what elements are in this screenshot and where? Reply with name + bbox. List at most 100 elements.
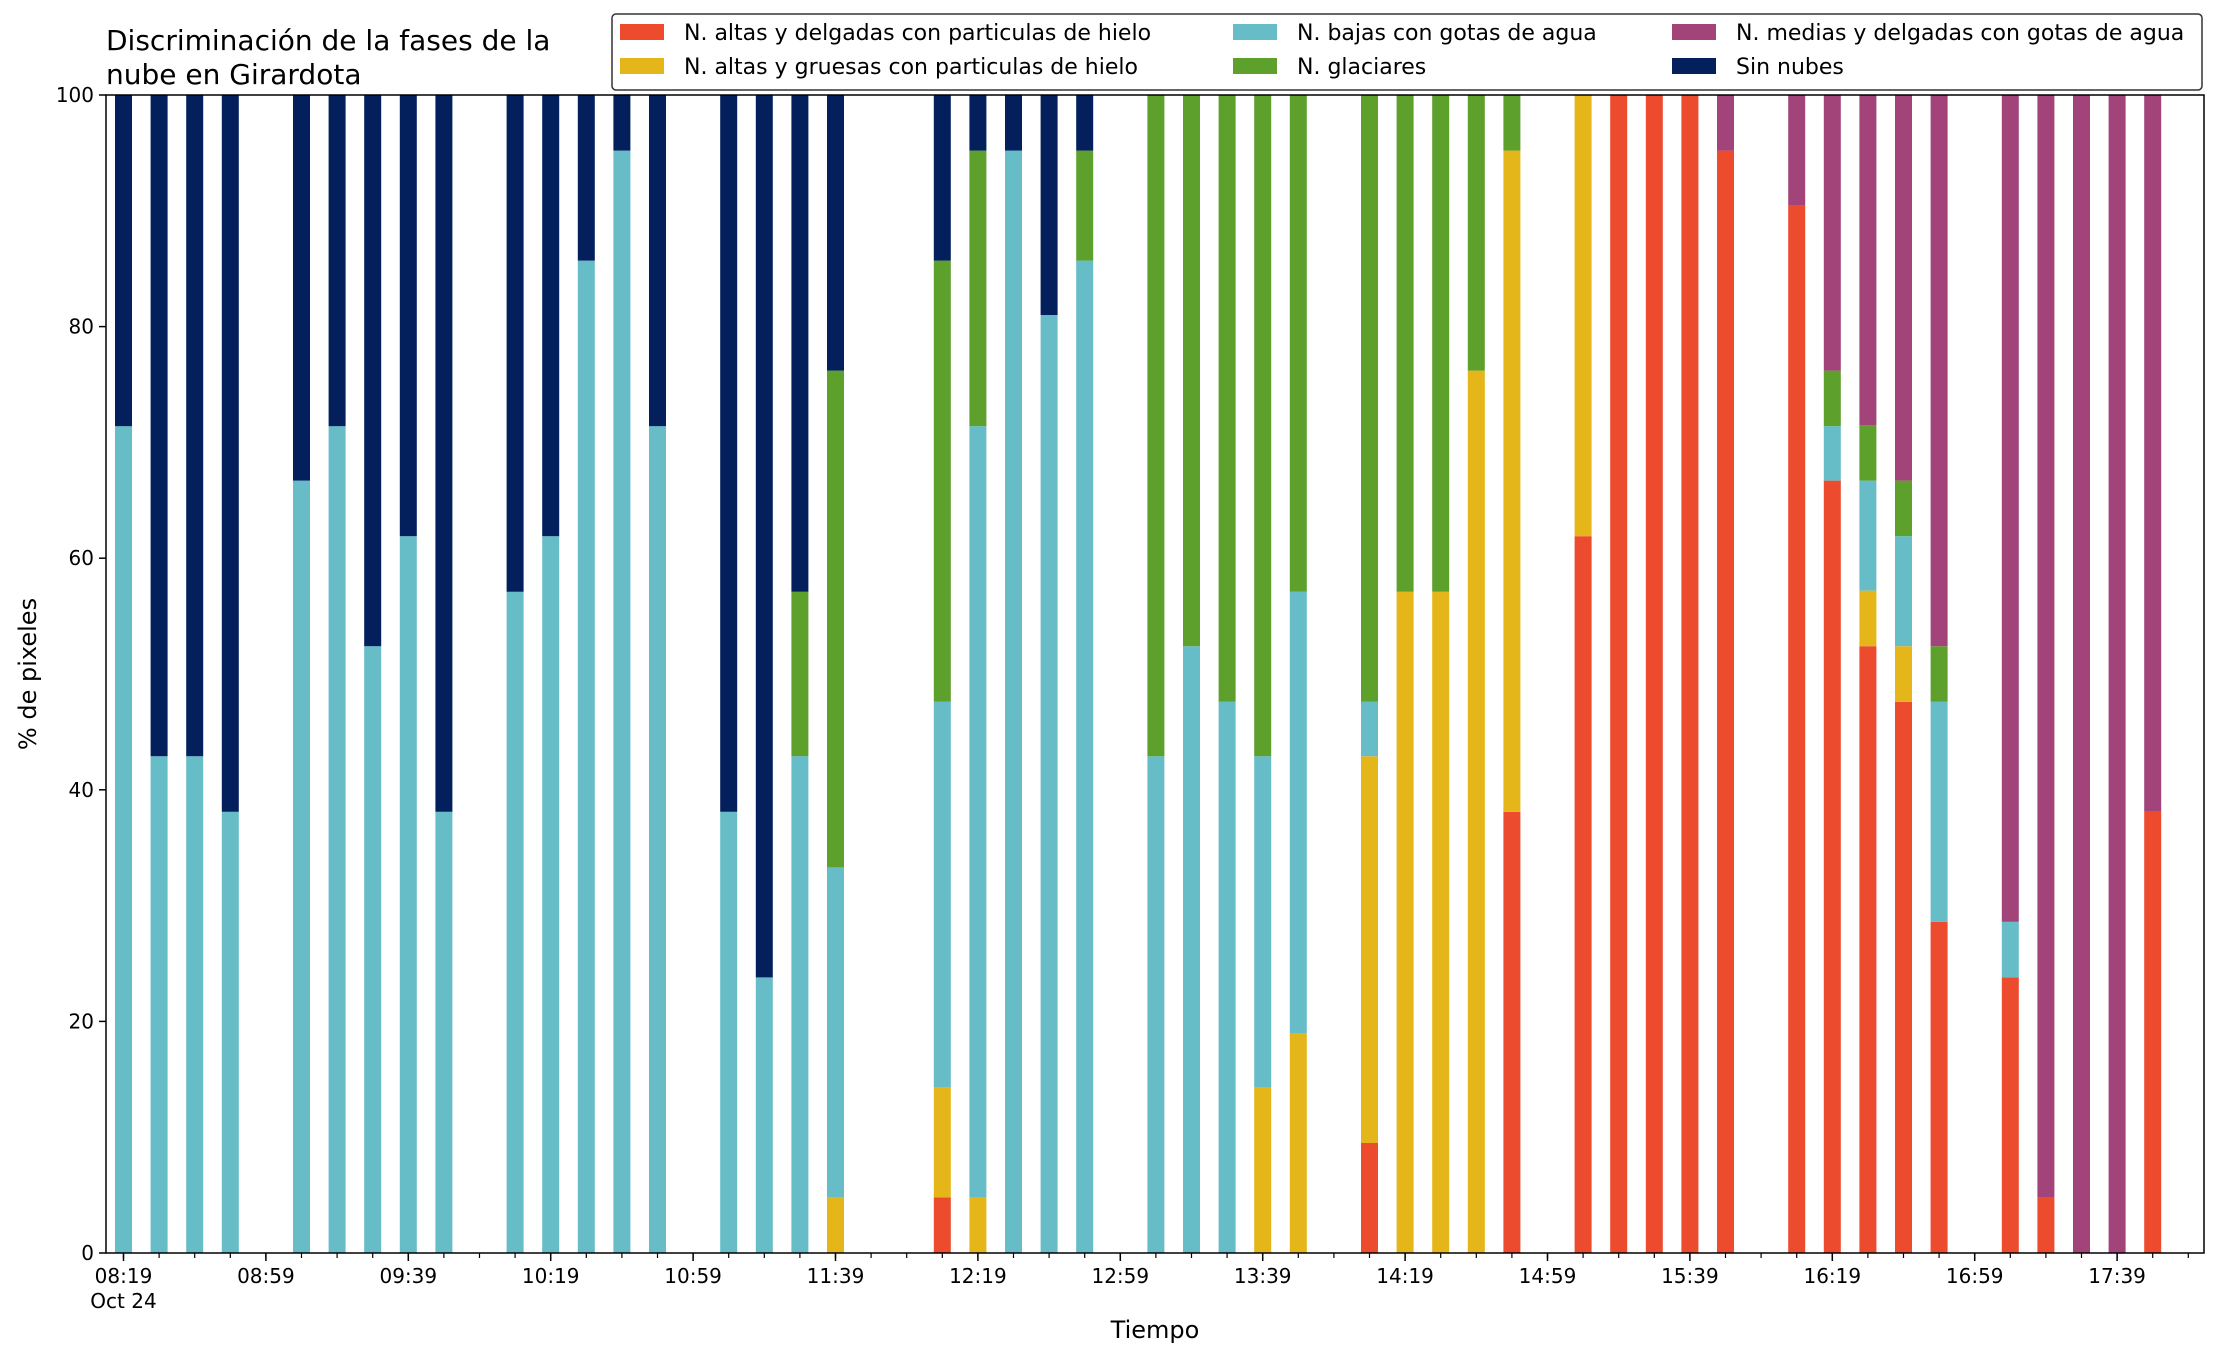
x-tick-label: 16:59 — [1946, 1264, 2004, 1288]
bar-segment — [2144, 811, 2162, 1253]
bar-segment — [293, 95, 310, 481]
bar-segment — [2144, 95, 2162, 812]
bar-segment — [969, 95, 987, 151]
bar-segment — [1823, 480, 1841, 1253]
bar-segment — [1076, 95, 1094, 151]
bar-segment — [933, 260, 951, 702]
x-tick-label: 12:19 — [949, 1264, 1007, 1288]
bar-segment — [1859, 480, 1877, 591]
bar-segment — [933, 95, 951, 261]
bar-segment — [1930, 95, 1948, 647]
bar-segment — [364, 646, 382, 1253]
bar-segment — [755, 95, 773, 978]
bar-segment — [1289, 591, 1307, 1033]
x-tick-sublabel: Oct 24 — [90, 1289, 156, 1313]
bar-segment — [577, 95, 595, 261]
bar-segment — [506, 95, 524, 592]
bar-segment — [1254, 756, 1272, 1088]
legend-label: N. glaciares — [1297, 55, 1426, 80]
bar-segment — [1823, 426, 1841, 481]
x-tick-label: 14:59 — [1519, 1264, 1577, 1288]
chart-title-line-1: Discriminación de la fases de la — [106, 24, 550, 57]
bar-segment — [1645, 95, 1663, 1253]
bar-segment — [2001, 921, 2019, 978]
bar-segment — [720, 811, 738, 1253]
bar-segment — [1432, 591, 1450, 1253]
x-tick-label: 08:19 — [95, 1264, 153, 1288]
bar-segment — [1503, 150, 1521, 812]
x-tick-label: 10:19 — [522, 1264, 580, 1288]
bar-segment — [399, 536, 417, 1253]
bar-segment — [827, 370, 844, 868]
bar-segment — [1574, 536, 1592, 1253]
x-tick-label: 16:19 — [1803, 1264, 1861, 1288]
bar-segment — [115, 95, 132, 427]
legend-label: N. medias y delgadas con gotas de agua — [1736, 21, 2184, 46]
legend-label: N. bajas con gotas de agua — [1297, 21, 1597, 46]
legend: N. altas y delgadas con particulas de hi… — [611, 13, 2203, 91]
bar-segment — [1076, 150, 1094, 261]
bar-segment — [1183, 646, 1200, 1253]
bar-segment — [2037, 95, 2055, 1198]
bar-segment — [328, 426, 346, 1253]
bar-segment — [1361, 1142, 1378, 1253]
bar-segment — [542, 536, 560, 1253]
bar-segment — [506, 591, 524, 1253]
y-tick-label: 40 — [69, 778, 94, 802]
bar-segment — [1005, 95, 1022, 151]
bar-segment — [613, 95, 631, 151]
bar-segment — [1076, 260, 1094, 1254]
x-tick-label: 17:39 — [2088, 1264, 2146, 1288]
bar-segment — [1930, 921, 1948, 1253]
bar-segment — [791, 591, 809, 757]
bar-segment — [1254, 1087, 1272, 1253]
bar-segment — [1895, 701, 1912, 1253]
y-tick-label: 20 — [69, 1009, 94, 1033]
bar-segment — [2108, 95, 2126, 1253]
bar-segment — [1717, 150, 1734, 1254]
x-tick-label: 11:39 — [807, 1264, 865, 1288]
bar-segment — [435, 811, 453, 1253]
bar-segment — [1574, 95, 1592, 537]
bar-segment — [186, 756, 204, 1253]
bar-segment — [1859, 95, 1877, 426]
bar-segment — [1681, 95, 1699, 1253]
legend-label: Sin nubes — [1736, 55, 1844, 80]
legend-box — [611, 13, 2203, 91]
bar-segment — [1859, 590, 1877, 647]
bar-segment — [115, 426, 132, 1253]
bar-segment — [328, 95, 346, 427]
y-tick-label: 60 — [69, 546, 94, 570]
bar-segment — [1930, 646, 1948, 702]
x-tick-label: 12:59 — [1091, 1264, 1149, 1288]
bar-segment — [150, 95, 168, 757]
bar-segment — [1788, 205, 1806, 1253]
bar-segment — [827, 95, 844, 371]
bar-segment — [933, 1197, 951, 1253]
bar-segment — [1895, 480, 1912, 537]
bar-segment — [1930, 701, 1948, 922]
bar-segment — [1040, 315, 1058, 1253]
bar-segment — [2001, 95, 2019, 922]
bar-segment — [1859, 646, 1877, 1253]
bar-segment — [2073, 95, 2090, 1253]
bar-segment — [1467, 370, 1485, 1254]
bar-segment — [2001, 977, 2019, 1253]
bar-segment — [1218, 95, 1236, 702]
bar-segment — [577, 260, 595, 1254]
legend-label: N. altas y delgadas con particulas de hi… — [684, 21, 1151, 46]
bar-segment — [221, 95, 239, 812]
bar-segment — [399, 95, 417, 537]
bar-segment — [1040, 95, 1058, 316]
legend-swatch — [620, 24, 664, 40]
bar-segment — [1823, 370, 1841, 427]
bar-segment — [1361, 756, 1378, 1143]
legend-label: N. altas y gruesas con particulas de hie… — [684, 55, 1138, 80]
legend-swatch — [1233, 58, 1277, 74]
bar-segment — [1218, 701, 1236, 1253]
bar-segment — [1610, 95, 1628, 1253]
bar-segment — [720, 95, 738, 812]
x-axis-title: Tiempo — [1110, 1316, 1200, 1344]
